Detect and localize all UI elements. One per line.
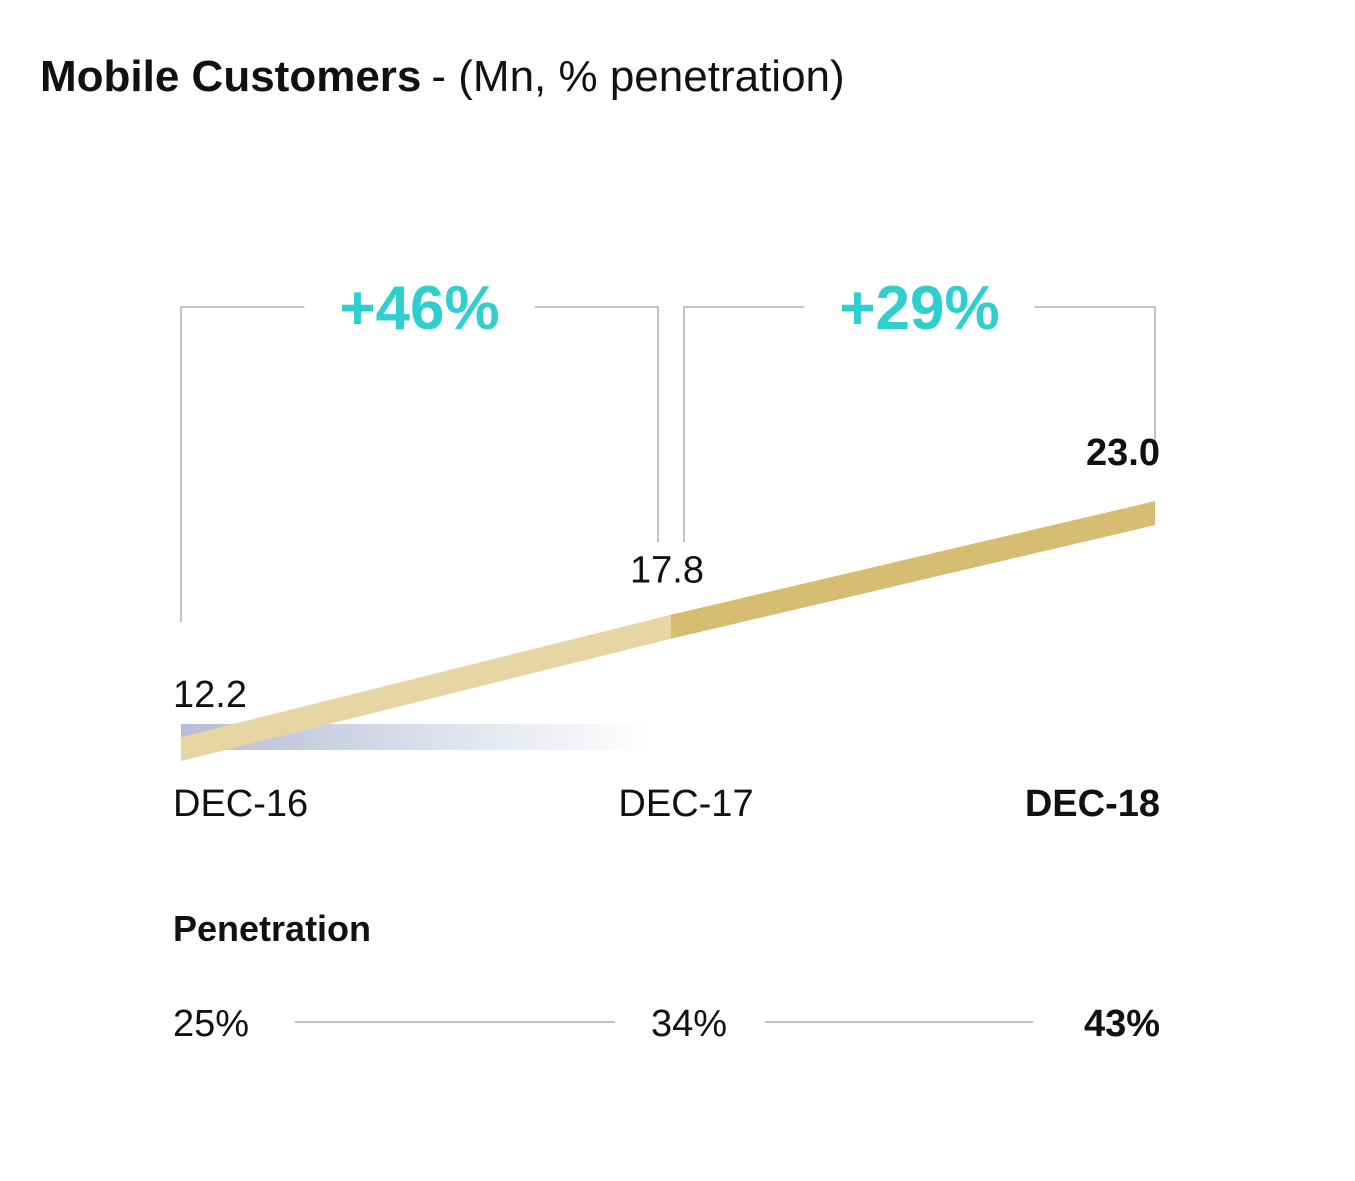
penetration-value-dec-18: 43%: [1084, 1003, 1160, 1045]
value-label-dec-18: 23.0: [1086, 432, 1160, 474]
series-line: [181, 501, 1155, 762]
penetration-label: Penetration: [173, 908, 371, 949]
growth-label-1: +46%: [339, 274, 499, 343]
x-tick-label-dec-18: DEC-18: [1025, 783, 1160, 825]
x-tick-label-dec-17: DEC-17: [618, 783, 753, 825]
penetration-value-dec-16: 25%: [173, 1003, 249, 1045]
chart-title-main: Mobile Customers: [40, 52, 421, 101]
x-tick-label-dec-16: DEC-16: [173, 783, 308, 825]
x-axis-labels: DEC-16 DEC-17 DEC-18: [173, 783, 1160, 825]
value-labels: 12.2 17.8 23.0: [173, 432, 1160, 716]
line-segment-1: [181, 614, 671, 762]
growth-bracket-2: [683, 306, 1156, 542]
growth-brackets: +46% +29%: [180, 274, 1156, 622]
line-segment-2: [671, 501, 1155, 639]
value-label-dec-16: 12.2: [173, 674, 247, 716]
growth-bracket-1: [180, 306, 659, 622]
growth-label-2: +29%: [839, 274, 999, 343]
penetration-value-dec-17: 34%: [651, 1003, 727, 1045]
value-label-dec-17: 17.8: [630, 550, 704, 592]
chart-title: Mobile Customers - (Mn, % penetration): [40, 52, 845, 101]
penetration-row: 25% 34% 43%: [173, 1003, 1160, 1045]
chart-title-sub: - (Mn, % penetration): [431, 52, 844, 101]
